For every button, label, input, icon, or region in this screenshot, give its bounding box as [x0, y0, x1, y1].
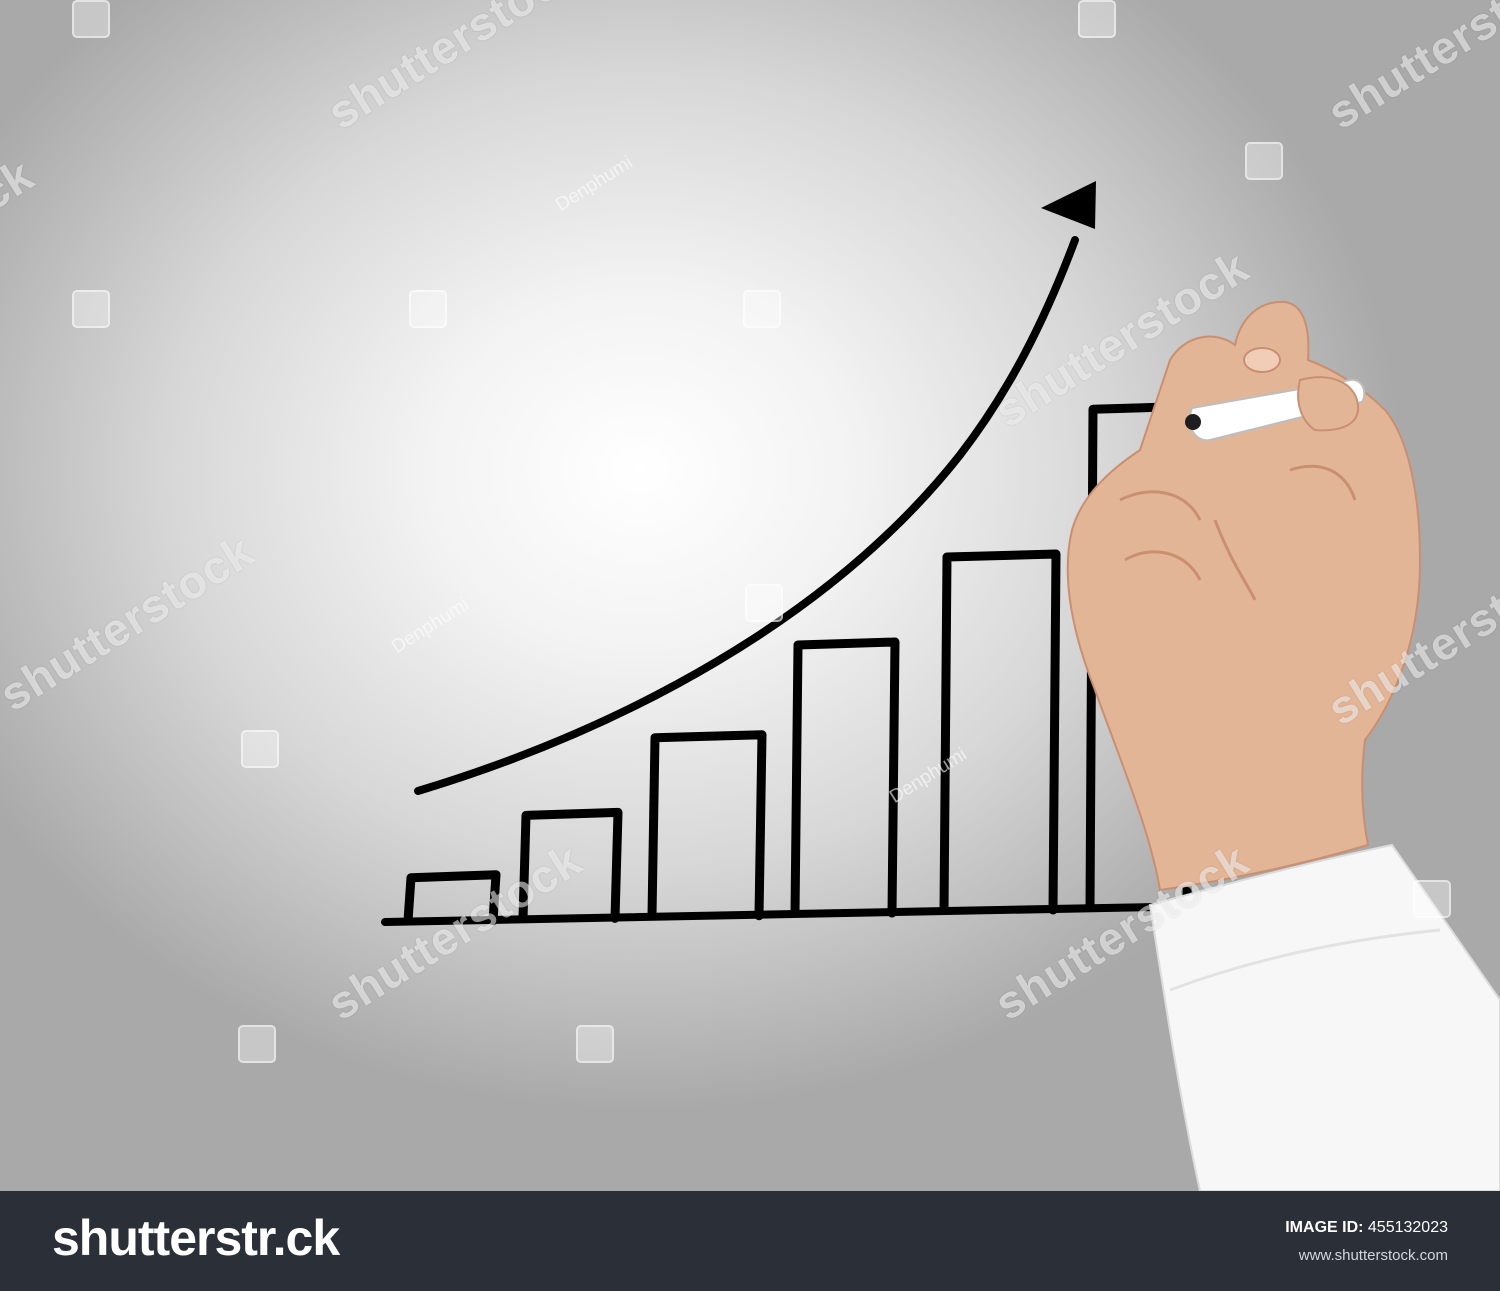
footer-logo: shutterstr.ck	[52, 1210, 340, 1266]
watermark-icon	[72, 290, 110, 328]
hand-illustration	[1066, 300, 1500, 1191]
watermark-icon	[238, 1025, 276, 1063]
watermark-icon	[409, 290, 447, 328]
chart-bar	[518, 807, 623, 923]
watermark-icon	[576, 1025, 614, 1063]
marker-tip	[1185, 414, 1201, 430]
watermark-icon	[745, 584, 783, 622]
hand	[1066, 300, 1422, 892]
shirt-sleeve	[1148, 843, 1500, 1191]
watermark-icon	[241, 730, 279, 768]
chart-bar	[790, 637, 900, 918]
footer-bar: shutterstr.ck IMAGE ID: 455132023 www.sh…	[0, 1191, 1500, 1291]
chart-bar	[939, 549, 1061, 915]
photo-stage: shutterstock shutterstock shutterstock s…	[0, 0, 1500, 1191]
footer-url: www.shutterstock.com	[1298, 1247, 1448, 1264]
image-id-value: 455132023	[1367, 1219, 1448, 1236]
watermark-icon	[1245, 142, 1283, 180]
chart-bars	[403, 401, 1195, 926]
image-id: IMAGE ID: 455132023	[1285, 1219, 1448, 1237]
watermark-icon	[72, 0, 110, 38]
chart-bar	[647, 730, 767, 921]
watermark-icon	[1413, 880, 1451, 918]
chart-bar	[403, 870, 501, 926]
watermark-icon	[743, 290, 781, 328]
watermark-icon	[1078, 0, 1116, 38]
image-id-label: IMAGE ID:	[1285, 1219, 1364, 1236]
rising-arrow-curve	[414, 236, 1079, 795]
photo-illustration	[381, 181, 1500, 1191]
rising-arrow-head	[1041, 181, 1096, 229]
